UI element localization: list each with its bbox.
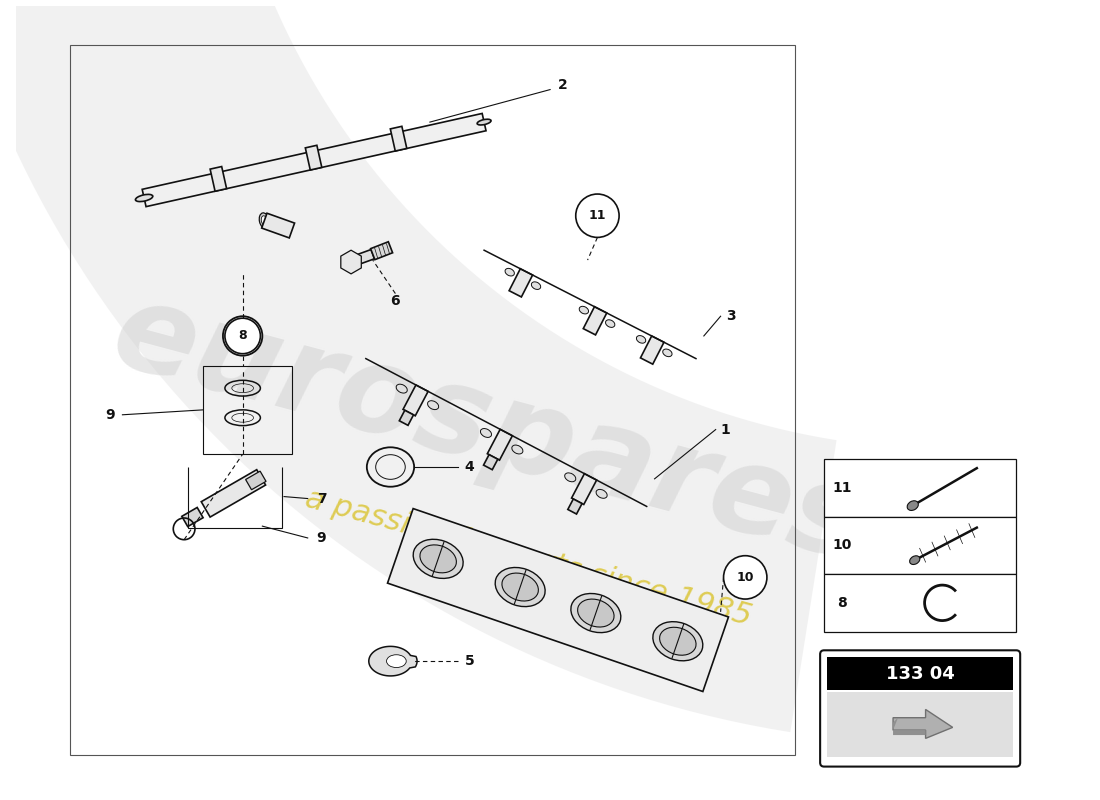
Ellipse shape bbox=[260, 213, 270, 229]
Ellipse shape bbox=[428, 401, 439, 410]
FancyBboxPatch shape bbox=[824, 517, 1016, 574]
Polygon shape bbox=[583, 306, 607, 335]
FancyBboxPatch shape bbox=[827, 658, 1013, 690]
Ellipse shape bbox=[910, 556, 920, 565]
Ellipse shape bbox=[481, 429, 492, 438]
Polygon shape bbox=[142, 114, 486, 206]
Ellipse shape bbox=[652, 622, 703, 661]
Ellipse shape bbox=[420, 545, 456, 573]
Text: 7: 7 bbox=[317, 491, 327, 506]
Polygon shape bbox=[368, 646, 417, 676]
FancyBboxPatch shape bbox=[824, 574, 1016, 631]
Text: 8: 8 bbox=[239, 330, 248, 342]
Text: 2: 2 bbox=[558, 78, 568, 92]
Polygon shape bbox=[509, 269, 532, 297]
Polygon shape bbox=[487, 430, 513, 460]
Ellipse shape bbox=[605, 320, 615, 327]
Ellipse shape bbox=[531, 282, 541, 290]
Polygon shape bbox=[893, 718, 925, 735]
Ellipse shape bbox=[477, 119, 491, 125]
Ellipse shape bbox=[596, 490, 607, 498]
Polygon shape bbox=[245, 471, 266, 490]
Ellipse shape bbox=[512, 445, 522, 454]
Text: 4: 4 bbox=[464, 460, 474, 474]
Text: 6: 6 bbox=[390, 294, 400, 309]
Ellipse shape bbox=[660, 627, 696, 655]
Ellipse shape bbox=[396, 384, 407, 393]
Text: 8: 8 bbox=[837, 596, 847, 610]
FancyBboxPatch shape bbox=[827, 692, 1013, 757]
Ellipse shape bbox=[662, 349, 672, 357]
Polygon shape bbox=[306, 146, 322, 170]
Polygon shape bbox=[201, 470, 265, 517]
Polygon shape bbox=[262, 214, 295, 238]
Polygon shape bbox=[893, 710, 953, 738]
Text: 3: 3 bbox=[726, 310, 735, 323]
Polygon shape bbox=[390, 126, 407, 151]
Ellipse shape bbox=[564, 473, 575, 482]
Text: 5: 5 bbox=[464, 654, 474, 668]
Text: 11: 11 bbox=[588, 210, 606, 222]
FancyBboxPatch shape bbox=[821, 650, 1020, 766]
Polygon shape bbox=[572, 474, 596, 505]
Circle shape bbox=[224, 318, 261, 354]
Circle shape bbox=[575, 194, 619, 238]
Ellipse shape bbox=[637, 335, 646, 343]
FancyBboxPatch shape bbox=[824, 459, 1016, 517]
Ellipse shape bbox=[262, 216, 267, 226]
Ellipse shape bbox=[386, 654, 406, 667]
Polygon shape bbox=[341, 250, 361, 274]
Text: 9: 9 bbox=[104, 408, 114, 422]
Polygon shape bbox=[0, 0, 837, 732]
Polygon shape bbox=[399, 410, 414, 426]
Text: 11: 11 bbox=[832, 481, 851, 495]
Text: 133 04: 133 04 bbox=[886, 665, 955, 683]
Text: 9: 9 bbox=[317, 531, 327, 545]
Text: 10: 10 bbox=[832, 538, 851, 552]
Text: a passion for parts since 1985: a passion for parts since 1985 bbox=[302, 484, 755, 631]
Text: 10: 10 bbox=[737, 571, 754, 584]
Ellipse shape bbox=[135, 194, 153, 202]
Ellipse shape bbox=[571, 594, 620, 633]
Polygon shape bbox=[350, 250, 374, 266]
Text: 1: 1 bbox=[720, 422, 730, 437]
Polygon shape bbox=[387, 509, 728, 691]
Polygon shape bbox=[484, 454, 498, 470]
Ellipse shape bbox=[495, 567, 546, 606]
Polygon shape bbox=[640, 336, 664, 364]
Polygon shape bbox=[371, 242, 393, 260]
Circle shape bbox=[724, 556, 767, 599]
Ellipse shape bbox=[578, 599, 614, 627]
Text: eurospares: eurospares bbox=[101, 273, 878, 586]
Polygon shape bbox=[568, 499, 582, 514]
Polygon shape bbox=[182, 507, 204, 526]
Ellipse shape bbox=[580, 306, 588, 314]
Ellipse shape bbox=[502, 573, 538, 601]
Polygon shape bbox=[403, 385, 428, 416]
Ellipse shape bbox=[908, 501, 918, 510]
Polygon shape bbox=[210, 166, 227, 191]
Ellipse shape bbox=[414, 539, 463, 578]
Ellipse shape bbox=[505, 268, 515, 276]
